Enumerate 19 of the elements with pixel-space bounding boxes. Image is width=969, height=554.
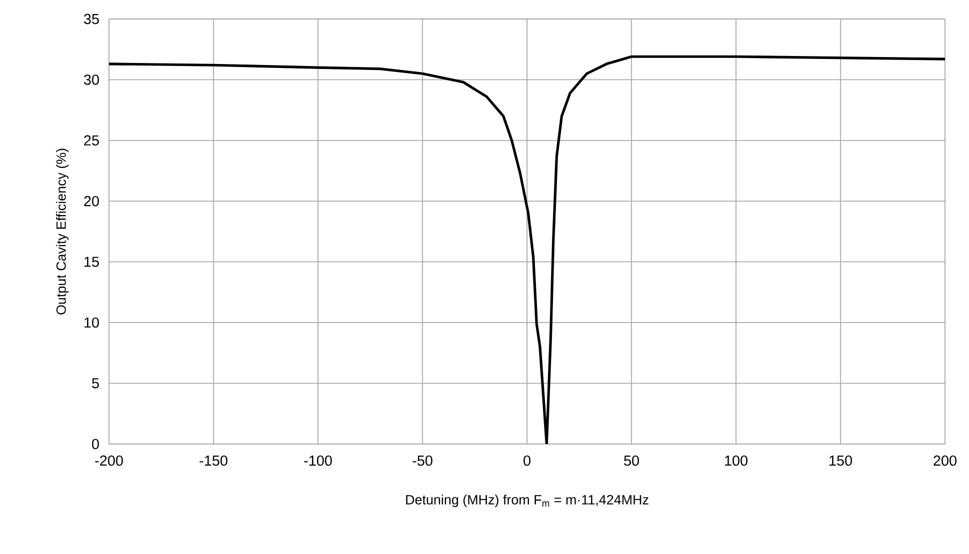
x-tick-label: 200 xyxy=(934,456,956,466)
x-tick-label: 100 xyxy=(725,456,748,466)
y-tick-label: 5 xyxy=(92,378,99,388)
x-tick-label: 150 xyxy=(830,456,852,466)
x-tick-label: -50 xyxy=(412,456,432,466)
x-tick-label: -150 xyxy=(200,456,228,466)
x-tick-label: 50 xyxy=(624,456,639,466)
y-tick-label: 10 xyxy=(84,317,99,328)
y-tick-label: 30 xyxy=(84,74,99,85)
y-tick-label: 15 xyxy=(84,256,99,267)
x-tick-label: -100 xyxy=(304,456,332,466)
x-tick-label: 0 xyxy=(524,456,530,466)
x-tick-label: -200 xyxy=(95,456,123,466)
y-axis-title: Output Cavity Efficiency (%) xyxy=(56,148,69,314)
y-tick-label: 20 xyxy=(84,196,99,206)
y-tick-label: 0 xyxy=(92,438,99,450)
y-tick-label: 35 xyxy=(84,14,99,24)
x-axis-title: Detuning (MHz) from F$_{m}$ = m·11,424MHz xyxy=(406,494,648,508)
y-tick-label: 25 xyxy=(84,135,99,146)
